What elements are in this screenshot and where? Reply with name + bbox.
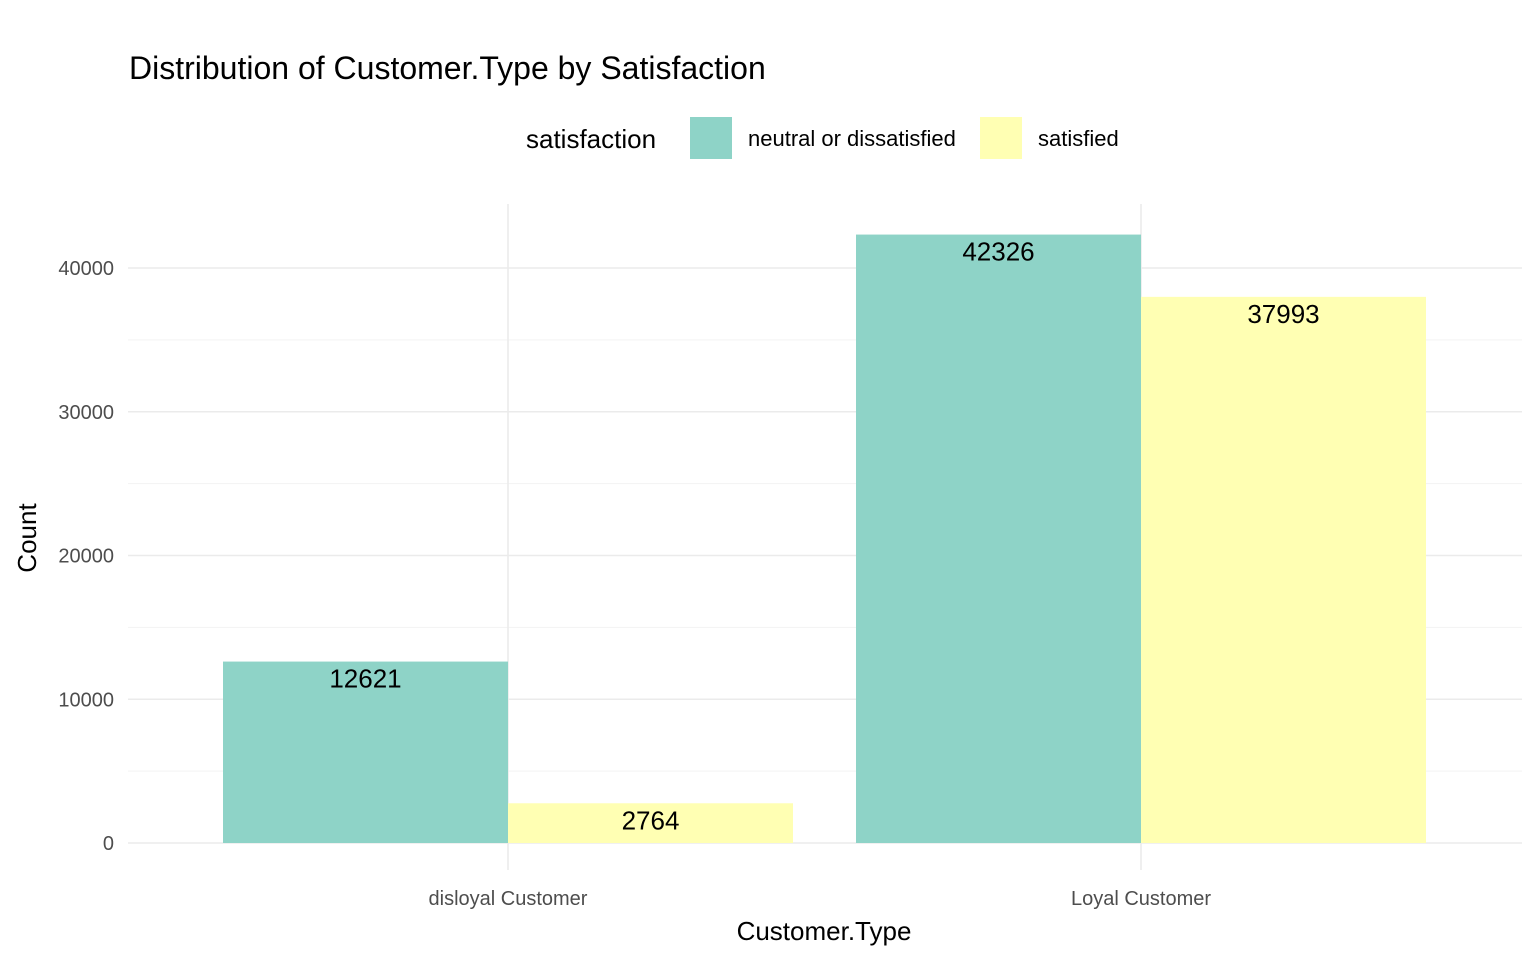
- legend: satisfaction neutral or dissatisfied sat…: [526, 117, 1119, 159]
- bars: [223, 234, 1426, 844]
- tick-labels: 0 10000 20000 30000 40000 disloyal Customer Lo…: [58, 258, 1211, 910]
- bar-neutral-or-dissatisfied: [223, 661, 508, 843]
- y-tick-label: 30000: [58, 402, 114, 424]
- bar-satisfied: [508, 803, 793, 843]
- legend-key-neutral-or-dissatisfied: [690, 117, 732, 159]
- data-label: 2764: [622, 805, 680, 835]
- y-tick-label: 10000: [58, 689, 114, 711]
- y-tick-label: 40000: [58, 258, 114, 280]
- y-axis-title: Count: [12, 503, 42, 573]
- chart-title: Distribution of Customer.Type by Satisfa…: [129, 50, 766, 86]
- bar-neutral-or-dissatisfied: [856, 234, 1141, 844]
- data-label: 37993: [1247, 299, 1319, 329]
- data-label: 42326: [962, 237, 1034, 267]
- data-label: 12621: [329, 664, 401, 694]
- legend-label-neutral-or-dissatisfied: neutral or dissatisfied: [748, 126, 956, 151]
- legend-title: satisfaction: [526, 124, 656, 154]
- legend-label-satisfied: satisfied: [1038, 126, 1119, 151]
- legend-key-satisfied: [980, 117, 1022, 159]
- x-axis-title: Customer.Type: [737, 916, 912, 946]
- x-tick-label: Loyal Customer: [1071, 888, 1211, 910]
- y-tick-label: 0: [103, 833, 114, 855]
- bar-satisfied: [1141, 296, 1426, 844]
- y-tick-label: 20000: [58, 546, 114, 568]
- data-labels: 12621 2764 42326 37993: [329, 237, 1319, 836]
- x-tick-label: disloyal Customer: [429, 888, 588, 910]
